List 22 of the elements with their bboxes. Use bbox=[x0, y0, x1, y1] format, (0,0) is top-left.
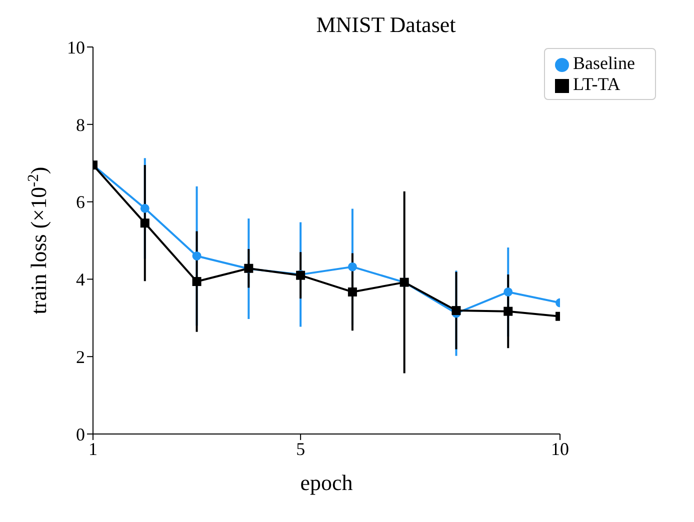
point bbox=[504, 306, 513, 316]
chart-title: MNIST Dataset bbox=[316, 12, 456, 37]
y-tick-label: 4 bbox=[76, 270, 85, 290]
point bbox=[192, 251, 202, 260]
y-tick-label: 8 bbox=[76, 114, 85, 135]
x-tick-label: 10 bbox=[551, 438, 570, 459]
point bbox=[140, 218, 150, 228]
point bbox=[348, 287, 357, 296]
x-tick-label: 5 bbox=[296, 438, 306, 459]
point bbox=[452, 306, 461, 316]
legend-label: LT-TA bbox=[573, 74, 620, 94]
x-axis-title: epoch bbox=[300, 470, 353, 495]
point bbox=[348, 262, 357, 272]
legend-label: Baseline bbox=[573, 53, 635, 73]
x-tick-label: 1 bbox=[88, 438, 98, 459]
point bbox=[192, 277, 202, 286]
point bbox=[140, 204, 150, 213]
y-tick-label: 10 bbox=[67, 37, 85, 58]
point bbox=[504, 287, 513, 296]
y-tick-label: 6 bbox=[76, 192, 85, 212]
y-tick-label: 0 bbox=[76, 424, 85, 444]
y-tick-label: 2 bbox=[76, 346, 85, 367]
